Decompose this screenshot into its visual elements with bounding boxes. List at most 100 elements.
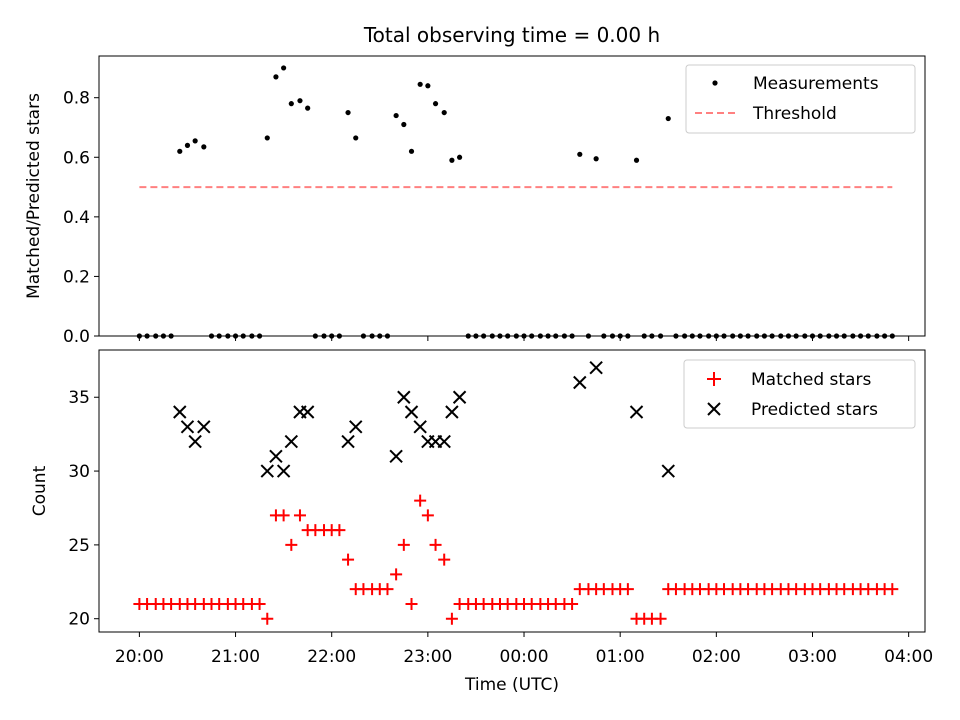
bottom-x-tick-label: 20:00 [115, 647, 164, 667]
legend-measurements-label: Measurements [753, 74, 879, 94]
bottom-y-tick-label: 30 [68, 462, 90, 482]
predicted-star-point [404, 405, 419, 419]
top-chart-title: Total observing time = 0.00 h [363, 23, 660, 47]
measurement-point [201, 144, 207, 150]
matched-star-point [445, 612, 458, 625]
matched-star-point [397, 538, 410, 551]
top-chart: 0.00.20.40.60.8 Matched/Predicted stars … [24, 55, 926, 347]
measurement-point [441, 109, 447, 116]
bottom-chart-marks [133, 361, 899, 625]
matched-star-point [405, 597, 418, 610]
matched-star-point [285, 538, 298, 551]
matched-star-point [438, 553, 451, 566]
bottom-x-tick-label: 04:00 [884, 647, 933, 667]
predicted-star-point [452, 390, 467, 404]
top-chart-y-axis: 0.0 0.2 0.4 0.6 0.8 [63, 89, 99, 347]
measurement-point [449, 157, 455, 163]
predicted-star-point [445, 405, 459, 419]
top-legend-box [685, 64, 916, 134]
predicted-star-point [437, 434, 451, 449]
bottom-x-tick-label: 00:00 [500, 647, 549, 667]
predicted-star-point [269, 449, 283, 464]
predicted-star-point [349, 420, 363, 434]
predicted-star-point [397, 390, 411, 404]
bottom-chart: 20 25 30 35 20:00 21:00 22:00 23:00 00:00 01:00 0… [30, 349, 933, 695]
measurement-point [297, 98, 303, 104]
predicted-star-point [573, 375, 587, 390]
predicted-star-point [341, 434, 355, 449]
measurement-point [432, 101, 439, 107]
measurement-point [577, 151, 583, 157]
predicted-star-point [276, 464, 291, 478]
measurement-point [417, 81, 423, 87]
measurement-point [593, 156, 599, 162]
bottom-x-tick-label: 03:00 [788, 647, 837, 667]
bottom-y-tick-label: 20 [68, 610, 90, 630]
top-chart-x-ticks [138, 336, 910, 341]
matched-star-point [566, 597, 579, 610]
matched-star-point [621, 583, 634, 596]
bottom-x-tick-label: 01:00 [596, 647, 645, 667]
measurement-point [408, 148, 415, 154]
bottom-x-tick-label: 22:00 [307, 647, 356, 667]
bottom-y-tick-label: 35 [68, 388, 90, 408]
predicted-star-point [413, 420, 427, 434]
predicted-star-point [180, 420, 195, 434]
predicted-star-point [197, 420, 211, 434]
measurement-point [264, 135, 270, 141]
bottom-chart-y-label: Count [30, 465, 50, 516]
bottom-chart-x-label: Time (UTC) [464, 675, 559, 695]
matched-star-point [390, 568, 403, 581]
predicted-star-point [389, 449, 403, 464]
legend-matched-label: Matched stars [751, 370, 871, 390]
top-y-tick-label: 0.0 [63, 327, 90, 347]
measurement-point [305, 105, 311, 111]
measurement-point [633, 157, 640, 163]
legend-predicted-marker [707, 402, 721, 416]
predicted-star-point [173, 405, 187, 419]
bottom-y-tick-label: 25 [68, 536, 90, 556]
matched-star-point [886, 583, 899, 596]
matched-star-point [342, 553, 355, 566]
measurement-point [425, 83, 431, 89]
matched-star-point [253, 597, 266, 610]
measurement-point [353, 135, 359, 141]
measurement-point [177, 148, 183, 154]
measurement-point [192, 138, 198, 144]
predicted-star-point [661, 464, 675, 478]
matched-star-point [414, 494, 427, 507]
predicted-star-point [300, 405, 315, 419]
bottom-x-tick-label: 21:00 [211, 647, 260, 667]
matched-star-point [293, 509, 306, 522]
top-chart-legend: Measurements Threshold [685, 64, 916, 134]
legend-matched-marker [707, 372, 721, 386]
matched-star-point [654, 612, 667, 625]
measurement-point [281, 65, 287, 71]
top-chart-frame [98, 55, 926, 337]
bottom-legend-box [683, 359, 916, 429]
measurement-point [393, 112, 399, 119]
predicted-star-point [188, 434, 202, 449]
top-y-tick-label: 0.4 [63, 208, 90, 228]
predicted-star-point [284, 434, 299, 449]
bottom-chart-legend: Matched stars Predicted stars [683, 359, 916, 429]
bottom-chart-x-axis: 20:00 21:00 22:00 23:00 00:00 01:00 02:00 03:00… [115, 632, 933, 667]
matched-star-point [277, 509, 290, 522]
predicted-star-point [260, 464, 274, 478]
predicted-star-point [629, 405, 644, 419]
bottom-x-tick-label: 02:00 [692, 647, 741, 667]
legend-threshold-label: Threshold [752, 104, 837, 124]
matched-star-point [261, 612, 274, 625]
measurement-point [665, 115, 671, 122]
measurement-point [288, 101, 294, 107]
matched-star-point [429, 538, 442, 551]
measurement-point [273, 74, 279, 80]
measurement-point [401, 121, 407, 128]
predicted-star-point [589, 361, 603, 375]
top-y-tick-label: 0.2 [63, 267, 90, 287]
bottom-chart-frame [98, 349, 926, 633]
top-chart-y-label: Matched/Predicted stars [24, 93, 44, 299]
matched-star-point [421, 509, 434, 522]
measurement-point [184, 142, 191, 148]
